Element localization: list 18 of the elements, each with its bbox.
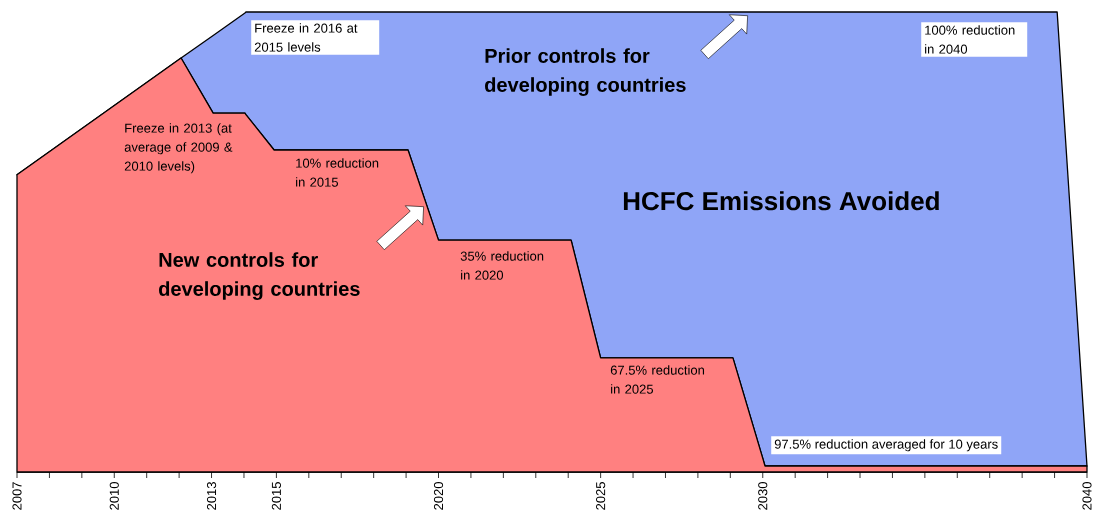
annotation: 35% reduction in 2020: [460, 251, 544, 280]
annotation: 67.5% reduction in 2025: [610, 365, 705, 394]
annotation: Freeze in 2013 (at average of 2009 & 2010 levels): [124, 123, 233, 174]
x-tick-label: 2020: [433, 482, 444, 510]
annotation: HCFC Emissions Avoided: [623, 191, 939, 211]
x-tick-label: 2007: [12, 482, 22, 510]
x-tick-label: 2025: [596, 482, 606, 510]
x-tick-label: 2040: [1082, 482, 1092, 510]
series-label: Prior controls for developing countries: [485, 48, 686, 96]
x-tick-label: 2030: [758, 482, 768, 510]
x-tick-label: 2015: [271, 482, 281, 510]
annotation: 10% reduction in 2015: [296, 158, 379, 187]
annotation: Freeze in 2016 at 2015 levels: [254, 23, 358, 52]
series-label: New controls for developing countries: [159, 252, 360, 300]
annotation: 100% reduction in 2040: [925, 25, 1015, 54]
annotation: 97.5% reduction averaged for 10 years: [774, 439, 998, 452]
x-tick-label: 2013: [206, 482, 217, 510]
x-tick-label: 2010: [109, 482, 119, 510]
